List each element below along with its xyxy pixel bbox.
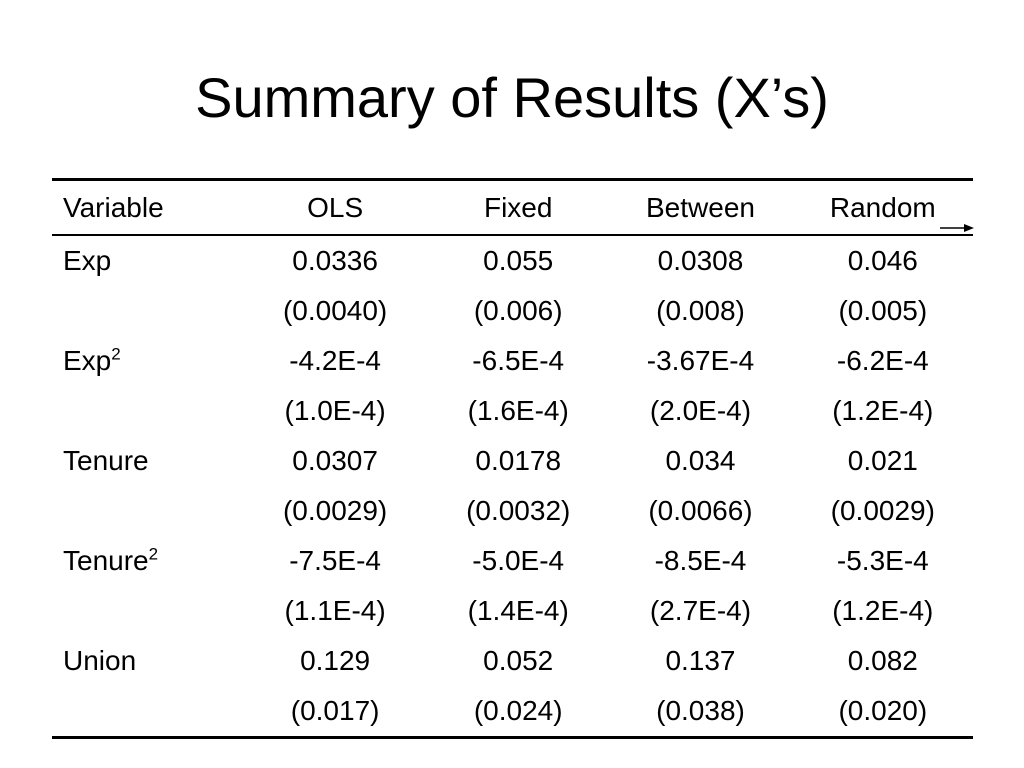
coef-row-exp: Exp 0.0336 0.055 0.0308 0.046	[52, 235, 973, 286]
coef-cell: 0.082	[847, 645, 918, 676]
header-between: Between	[646, 191, 755, 223]
variable-name-cell: Union	[52, 636, 242, 686]
variable-name-cell: Tenure	[52, 436, 242, 486]
variable-name: Tenure	[63, 445, 149, 476]
header-random: Random	[829, 191, 936, 223]
coef-cell: 0.021	[847, 445, 918, 476]
coef-cell: -4.2E-4	[289, 345, 382, 376]
variable-name-cell: Tenure2	[52, 536, 242, 586]
coef-row-union: Union 0.129 0.052 0.137 0.082	[52, 636, 973, 686]
coef-cell: -8.5E-4	[654, 545, 747, 576]
coef-cell: -6.2E-4	[836, 345, 929, 376]
se-row-union: (0.017) (0.024) (0.038) (0.020)	[52, 686, 973, 738]
se-cell: (0.006)	[473, 295, 563, 326]
coef-cell: 0.0336	[292, 245, 378, 276]
variable-name: Exp	[63, 245, 112, 276]
variable-name: Exp	[63, 345, 112, 376]
se-cell: (1.1E-4)	[284, 595, 386, 626]
se-cell: (0.005)	[838, 295, 928, 326]
coef-cell: 0.0178	[475, 445, 562, 476]
se-cell: (1.4E-4)	[467, 595, 569, 626]
coef-cell: 0.0308	[657, 245, 744, 276]
coef-cell: -5.3E-4	[836, 545, 929, 576]
se-cell: (2.7E-4)	[649, 595, 752, 626]
coef-cell: 0.034	[665, 445, 736, 476]
variable-superscript: 2	[148, 544, 159, 564]
se-cell: (1.2E-4)	[832, 595, 934, 626]
variable-name-cell: Exp	[52, 235, 242, 286]
coef-row-exp-squared: Exp2 -4.2E-4 -6.5E-4 -3.67E-4 -6.2E-4	[52, 336, 973, 386]
empty-cell	[52, 286, 242, 336]
se-cell: (0.017)	[290, 695, 380, 726]
empty-cell	[52, 686, 242, 738]
empty-cell	[52, 586, 242, 636]
se-cell: (1.2E-4)	[832, 395, 934, 426]
se-cell: (0.038)	[656, 695, 745, 726]
coef-cell: 0.055	[483, 245, 554, 276]
empty-cell	[52, 386, 242, 436]
se-row-exp: (0.0040) (0.006) (0.008) (0.005)	[52, 286, 973, 336]
se-cell: (0.024)	[473, 695, 563, 726]
se-cell: (0.020)	[838, 695, 928, 726]
empty-cell	[52, 486, 242, 536]
coef-cell: -6.5E-4	[472, 345, 565, 376]
se-cell: (0.0029)	[282, 495, 388, 526]
coef-cell: 0.052	[483, 645, 554, 676]
variable-name: Union	[63, 645, 137, 676]
header-ols: OLS	[307, 191, 364, 223]
se-row-tenure-squared: (1.1E-4) (1.4E-4) (2.7E-4) (1.2E-4)	[52, 586, 973, 636]
se-cell: (0.0029)	[830, 495, 935, 526]
se-cell: (2.0E-4)	[649, 395, 752, 426]
se-row-tenure: (0.0029) (0.0032) (0.0066) (0.0029)	[52, 486, 973, 536]
se-cell: (0.0032)	[466, 495, 571, 526]
header-fixed: Fixed	[483, 191, 553, 223]
variable-superscript: 2	[111, 344, 121, 364]
se-cell: (1.6E-4)	[467, 395, 569, 426]
results-table: Variable OLS Fixed Between Random Exp 0.…	[52, 178, 973, 739]
coef-cell: -5.0E-4	[472, 545, 565, 576]
coef-cell: 0.137	[665, 645, 736, 676]
se-row-exp-squared: (1.0E-4) (1.6E-4) (2.0E-4) (1.2E-4)	[52, 386, 973, 436]
slide-title: Summary of Results (X’s)	[195, 66, 829, 129]
coef-cell: -3.67E-4	[646, 345, 755, 376]
header-variable: Variable	[63, 191, 164, 223]
se-cell: (0.0040)	[282, 295, 388, 326]
se-cell: (0.0066)	[648, 495, 753, 526]
variable-name-cell: Exp2	[52, 336, 242, 386]
coef-cell: 0.0307	[292, 445, 378, 476]
coef-cell: -7.5E-4	[289, 545, 382, 576]
table-header-row: Variable OLS Fixed Between Random	[52, 179, 973, 235]
coef-row-tenure: Tenure 0.0307 0.0178 0.034 0.021	[52, 436, 973, 486]
arrow-right-icon	[940, 224, 974, 232]
se-cell: (0.008)	[656, 295, 745, 326]
variable-name: Tenure	[63, 545, 149, 576]
coef-cell: 0.129	[300, 645, 371, 676]
coef-cell: 0.046	[847, 245, 918, 276]
coef-row-tenure-squared: Tenure2 -7.5E-4 -5.0E-4 -8.5E-4 -5.3E-4	[52, 536, 973, 586]
se-cell: (1.0E-4)	[284, 395, 386, 426]
